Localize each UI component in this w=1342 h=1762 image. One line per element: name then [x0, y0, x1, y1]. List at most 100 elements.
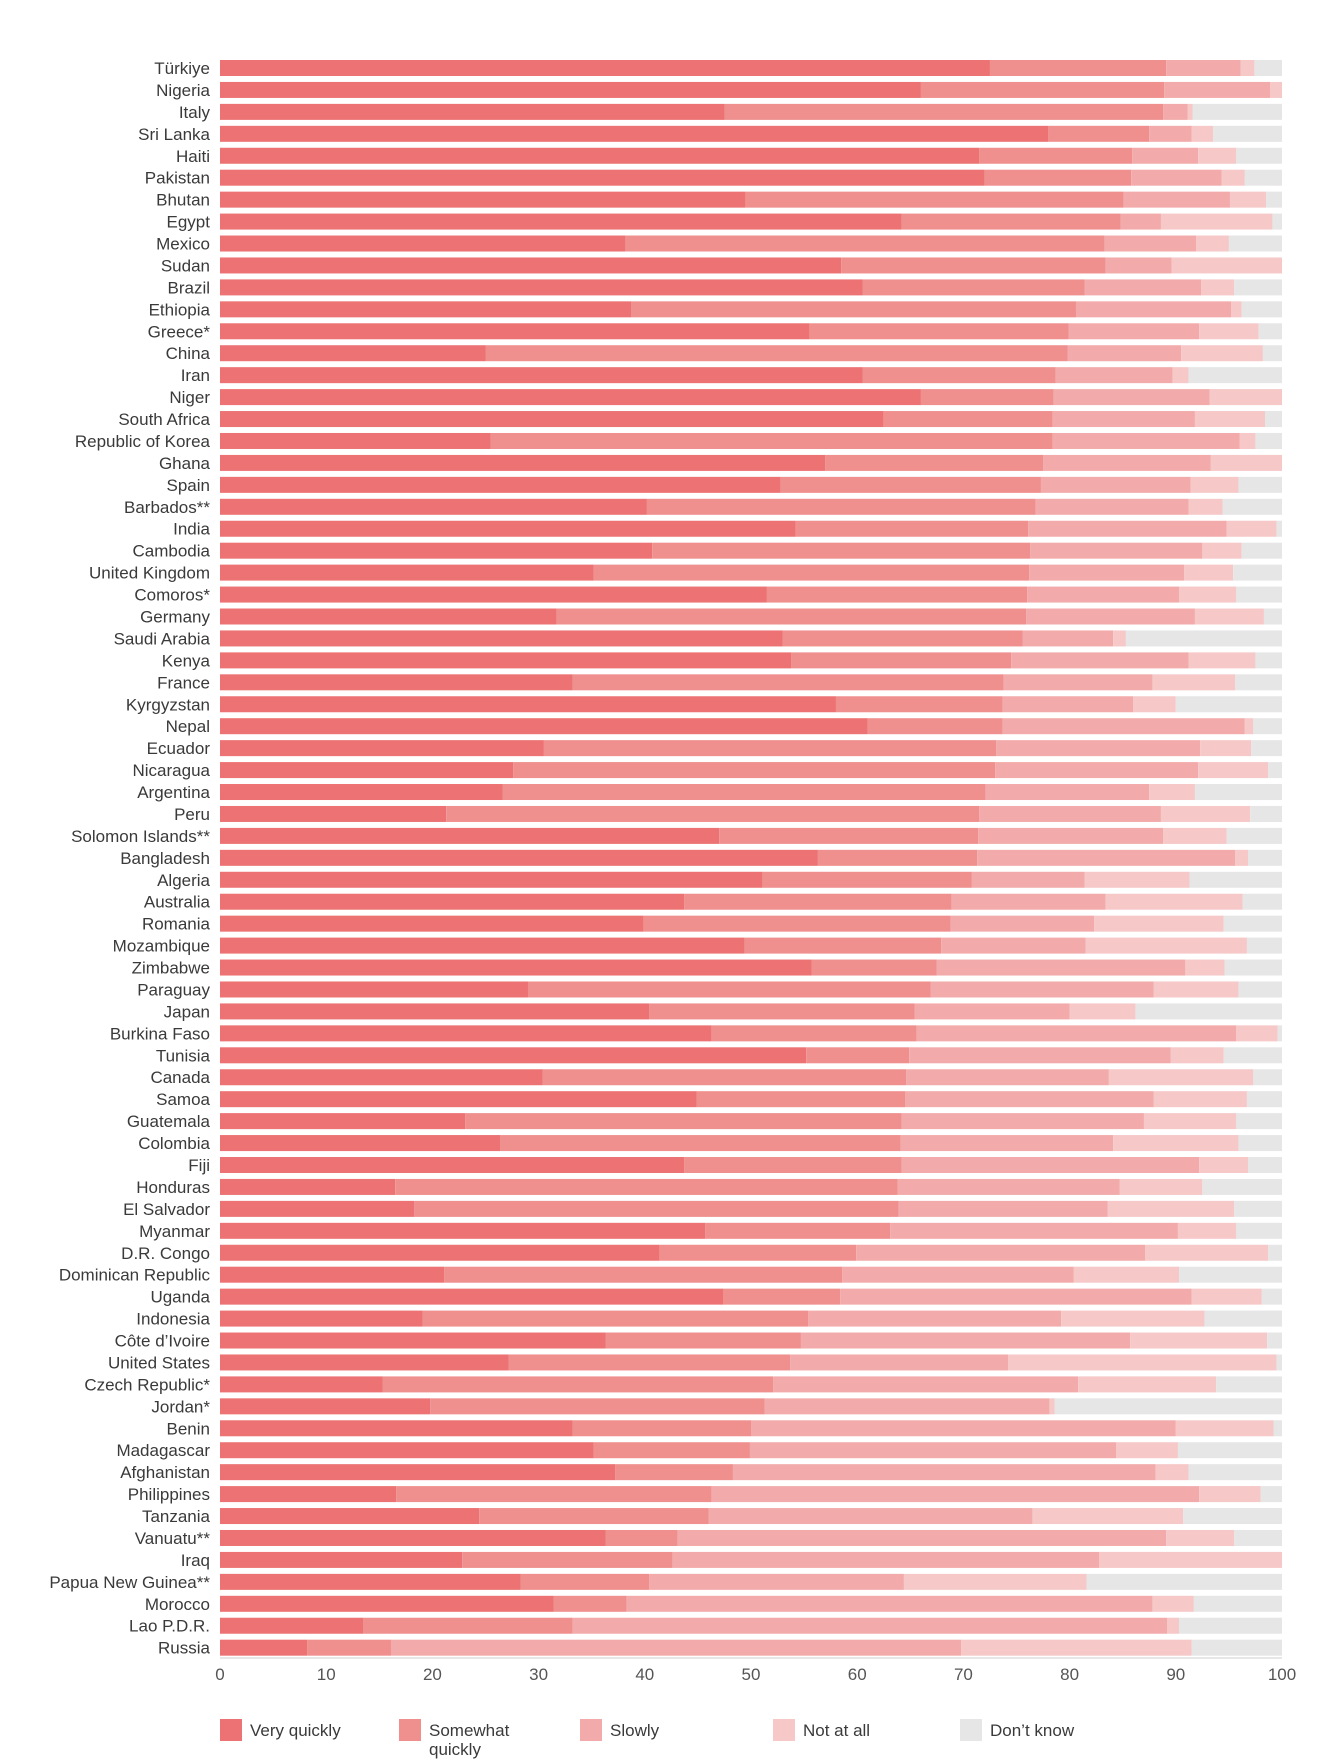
- bar-segment-slowly: [749, 1442, 1117, 1459]
- bar-segment-don-t-know: [1248, 849, 1282, 866]
- bar-segment-don-t-know: [1135, 1003, 1282, 1020]
- bar-segment-slowly: [1040, 476, 1191, 493]
- category-label: Iran: [181, 366, 210, 385]
- bar-segment-somewhat-quickly: [625, 235, 1105, 252]
- bar-segment-somewhat-quickly: [615, 1464, 733, 1481]
- bar-segment-not-at-all: [1167, 1617, 1179, 1634]
- bar-segment-slowly: [390, 1639, 962, 1656]
- bar-segment-not-at-all: [1171, 257, 1282, 274]
- bar-segment-not-at-all: [1200, 740, 1252, 757]
- bar-segment-don-t-know: [1246, 937, 1282, 954]
- bar-segment-somewhat-quickly: [643, 915, 951, 932]
- bar-row: [220, 1420, 1282, 1437]
- bar-row: [220, 652, 1282, 669]
- bar-segment-slowly: [1068, 323, 1200, 340]
- bar-segment-very-quickly: [220, 564, 594, 581]
- category-label: Fiji: [188, 1156, 210, 1175]
- bar-row: [220, 125, 1282, 142]
- bar-segment-very-quickly: [220, 1266, 445, 1283]
- bar-segment-somewhat-quickly: [901, 213, 1121, 230]
- bar-segment-don-t-know: [1125, 630, 1282, 647]
- bar-segment-don-t-know: [1233, 564, 1282, 581]
- bar-segment-very-quickly: [220, 1244, 660, 1261]
- category-label: Tanzania: [142, 1507, 211, 1526]
- bar-segment-very-quickly: [220, 1573, 521, 1590]
- bar-segment-somewhat-quickly: [479, 1508, 709, 1525]
- bar-segment-somewhat-quickly: [490, 432, 1053, 449]
- bar-row: [220, 805, 1282, 822]
- bar-segment-very-quickly: [220, 740, 544, 757]
- bar-segment-very-quickly: [220, 389, 921, 406]
- bar-segment-somewhat-quickly: [745, 191, 1124, 208]
- bar-segment-don-t-know: [1188, 367, 1282, 384]
- bar-segment-not-at-all: [1172, 367, 1189, 384]
- bar-segment-very-quickly: [220, 411, 884, 428]
- bar-row: [220, 1025, 1282, 1042]
- bar-segment-somewhat-quickly: [862, 279, 1085, 296]
- bar-segment-very-quickly: [220, 1398, 431, 1415]
- bar-segment-somewhat-quickly: [520, 1573, 650, 1590]
- bar-row: [220, 1639, 1282, 1656]
- bar-segment-somewhat-quickly: [711, 1025, 917, 1042]
- bar-segment-don-t-know: [1178, 1266, 1282, 1283]
- bar-row: [220, 1135, 1282, 1152]
- bar-row: [220, 1157, 1282, 1173]
- bar-segment-somewhat-quickly: [395, 1178, 898, 1195]
- bar-segment-very-quickly: [220, 805, 447, 822]
- bar-segment-slowly: [711, 1486, 1200, 1503]
- category-label: Russia: [158, 1639, 211, 1658]
- bar-segment-somewhat-quickly: [659, 1244, 857, 1261]
- bar-segment-somewhat-quickly: [817, 849, 978, 866]
- category-label: Barbados**: [124, 498, 210, 517]
- bar-row: [220, 981, 1282, 998]
- bar-segment-somewhat-quickly: [809, 323, 1069, 340]
- bar-segment-slowly: [1002, 696, 1134, 713]
- bar-segment-not-at-all: [1191, 1288, 1262, 1305]
- bar-row: [220, 1617, 1282, 1634]
- bar-segment-not-at-all: [1116, 1442, 1178, 1459]
- category-label: Italy: [179, 103, 211, 122]
- bar-segment-slowly: [1166, 60, 1241, 76]
- category-label: Saudi Arabia: [114, 629, 211, 648]
- bar-row: [220, 937, 1282, 954]
- bar-row: [220, 1310, 1282, 1327]
- bar-segment-not-at-all: [1152, 674, 1236, 691]
- bar-segment-very-quickly: [220, 1025, 712, 1042]
- bar-segment-somewhat-quickly: [542, 1069, 907, 1086]
- bar-segment-don-t-know: [1273, 1420, 1282, 1437]
- bar-segment-not-at-all: [1170, 1047, 1224, 1064]
- category-label: Comoros*: [134, 586, 210, 605]
- bar-segment-somewhat-quickly: [835, 696, 1003, 713]
- bar-segment-very-quickly: [220, 323, 810, 340]
- bar-segment-very-quickly: [220, 1178, 396, 1195]
- bar-segment-not-at-all: [1153, 1091, 1247, 1108]
- bar-segment-slowly: [1131, 169, 1222, 186]
- bar-segment-slowly: [1052, 432, 1240, 449]
- bar-segment-somewhat-quickly: [646, 498, 1036, 515]
- category-label: Brazil: [167, 278, 210, 297]
- bar-segment-don-t-know: [1238, 476, 1282, 493]
- category-label: Sri Lanka: [138, 125, 210, 144]
- bar-segment-somewhat-quickly: [811, 959, 937, 976]
- bar-segment-not-at-all: [1130, 1332, 1268, 1349]
- bar-segment-slowly: [941, 937, 1086, 954]
- category-label: Germany: [140, 608, 210, 627]
- bar-row: [220, 1508, 1282, 1525]
- bar-segment-slowly: [1011, 652, 1189, 669]
- bar-segment-very-quickly: [220, 608, 557, 625]
- bar-segment-somewhat-quickly: [705, 1222, 891, 1239]
- bar-segment-slowly: [1164, 81, 1271, 98]
- bar-segment-very-quickly: [220, 191, 746, 208]
- bar-segment-don-t-know: [1262, 345, 1282, 362]
- bar-segment-not-at-all: [1199, 323, 1259, 340]
- bar-segment-very-quickly: [220, 81, 921, 98]
- bar-segment-slowly: [996, 740, 1201, 757]
- category-label: Paraguay: [137, 980, 210, 999]
- category-label: Samoa: [156, 1090, 210, 1109]
- bar-segment-not-at-all: [1195, 235, 1229, 252]
- bar-segment-not-at-all: [1178, 586, 1237, 603]
- category-label: Kenya: [162, 651, 211, 670]
- bar-segment-not-at-all: [1133, 696, 1176, 713]
- bar-segment-slowly: [1120, 213, 1161, 230]
- bar-segment-don-t-know: [1276, 1354, 1282, 1371]
